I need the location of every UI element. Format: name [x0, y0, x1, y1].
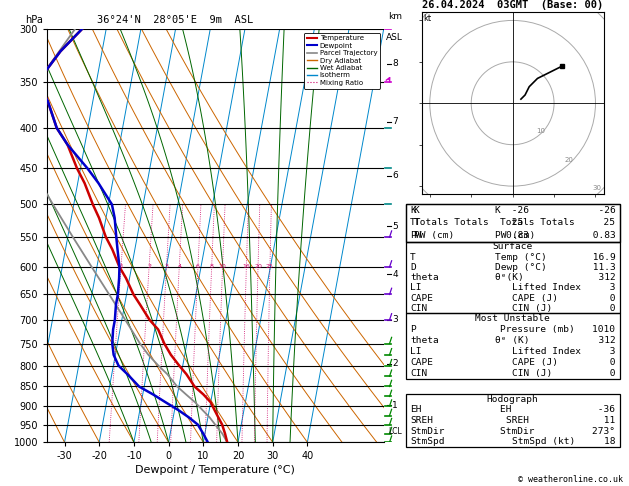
Text: CIN (J)          0: CIN (J) 0 [512, 304, 615, 313]
Text: 20: 20 [254, 264, 262, 270]
Text: CIN (J)          0: CIN (J) 0 [512, 369, 615, 378]
Bar [406, 313, 620, 379]
Text: Totals Totals     25: Totals Totals 25 [500, 218, 615, 227]
Text: Lifted Index     3: Lifted Index 3 [512, 283, 615, 293]
Bar [406, 394, 620, 447]
Text: 6: 6 [196, 264, 200, 270]
Text: CIN: CIN [410, 304, 427, 313]
Text: ASL: ASL [386, 34, 403, 42]
Text: CAPE: CAPE [410, 358, 433, 367]
Text: SREH             11: SREH 11 [506, 416, 615, 425]
Text: T: T [410, 253, 416, 261]
Text: Hodograph: Hodograph [487, 395, 538, 403]
Text: Temp (°C)        16.9: Temp (°C) 16.9 [494, 253, 615, 261]
Text: Dewp (°C)        11.3: Dewp (°C) 11.3 [494, 263, 615, 272]
Text: 8: 8 [392, 59, 398, 69]
Text: LI: LI [410, 347, 421, 356]
Text: P: P [410, 325, 416, 334]
Text: © weatheronline.co.uk: © weatheronline.co.uk [518, 474, 623, 484]
Text: Totals Totals    25: Totals Totals 25 [415, 218, 523, 227]
Text: 8: 8 [209, 264, 214, 270]
Text: StmSpd: StmSpd [410, 437, 445, 446]
Text: K                -26: K -26 [415, 206, 529, 215]
Text: StmSpd (kt)     18: StmSpd (kt) 18 [512, 437, 615, 446]
Text: K                 -26: K -26 [494, 206, 615, 215]
Text: EH               -36: EH -36 [500, 405, 615, 414]
Bar [406, 204, 620, 242]
Text: SREH: SREH [410, 416, 433, 425]
Text: TT: TT [410, 218, 421, 227]
Text: EH: EH [410, 405, 421, 414]
Text: CAPE (J)         0: CAPE (J) 0 [512, 294, 615, 303]
Text: 2: 2 [147, 264, 151, 270]
Text: 1: 1 [392, 401, 398, 410]
Text: StmDir          273°: StmDir 273° [500, 427, 615, 435]
Text: θᵉ (K)            312: θᵉ (K) 312 [494, 336, 615, 346]
Text: 3: 3 [164, 264, 169, 270]
Text: Pressure (mb)   1010: Pressure (mb) 1010 [500, 325, 615, 334]
Bar [406, 204, 620, 242]
Text: K: K [410, 206, 416, 215]
Text: 3: 3 [392, 315, 398, 324]
Text: 10: 10 [537, 128, 545, 135]
Text: 26.04.2024  03GMT  (Base: 00): 26.04.2024 03GMT (Base: 00) [422, 0, 603, 10]
Text: 36°24'N  28°05'E  9m  ASL: 36°24'N 28°05'E 9m ASL [97, 15, 253, 25]
Text: 4: 4 [392, 270, 398, 279]
Text: θᵉ(K)             312: θᵉ(K) 312 [494, 273, 615, 282]
Text: 20: 20 [565, 156, 574, 163]
Text: D: D [410, 263, 416, 272]
Text: Lifted Index     3: Lifted Index 3 [512, 347, 615, 356]
Text: 5: 5 [392, 222, 398, 231]
Text: PW (cm)         0.83: PW (cm) 0.83 [415, 231, 529, 240]
Text: 1: 1 [119, 264, 123, 270]
Text: 16: 16 [243, 264, 250, 270]
Text: km: km [387, 12, 402, 21]
Text: theta: theta [410, 336, 439, 346]
Text: CAPE: CAPE [410, 294, 433, 303]
Text: CIN: CIN [410, 369, 427, 378]
Text: PW: PW [410, 231, 421, 240]
Text: 25: 25 [266, 264, 274, 270]
Text: PW (cm)          0.83: PW (cm) 0.83 [494, 231, 615, 240]
Text: 6: 6 [392, 172, 398, 180]
Text: Most Unstable: Most Unstable [476, 314, 550, 324]
Text: 4: 4 [177, 264, 181, 270]
Text: kt: kt [423, 14, 431, 23]
Text: CAPE (J)         0: CAPE (J) 0 [512, 358, 615, 367]
Legend: Temperature, Dewpoint, Parcel Trajectory, Dry Adiabat, Wet Adiabat, Isotherm, Mi: Temperature, Dewpoint, Parcel Trajectory… [304, 33, 380, 88]
X-axis label: Dewpoint / Temperature (°C): Dewpoint / Temperature (°C) [135, 466, 296, 475]
Text: Surface: Surface [493, 243, 533, 251]
Text: LI: LI [410, 283, 421, 293]
Text: 10: 10 [219, 264, 226, 270]
Text: LCL: LCL [388, 427, 402, 436]
Text: 2: 2 [392, 359, 398, 368]
Bar [406, 242, 620, 313]
Text: theta: theta [410, 273, 439, 282]
Text: hPa: hPa [25, 15, 43, 25]
Text: StmDir: StmDir [410, 427, 445, 435]
Text: 30: 30 [593, 185, 601, 191]
Text: 7: 7 [392, 117, 398, 126]
